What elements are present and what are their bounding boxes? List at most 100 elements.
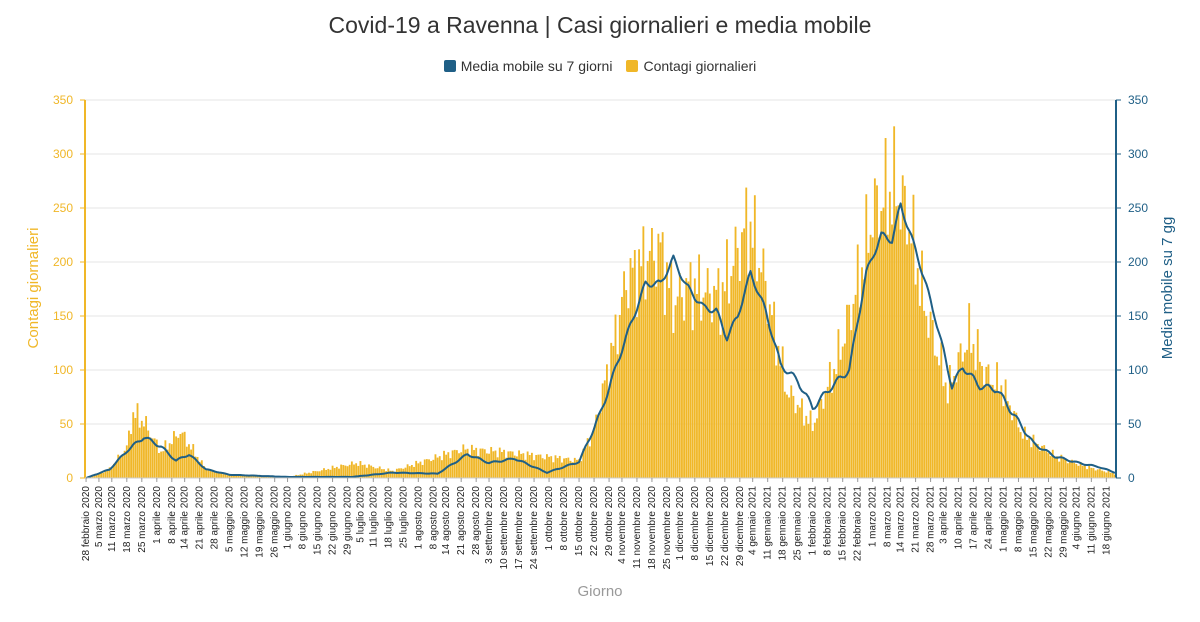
bar-daily-cases[interactable] (631, 267, 634, 478)
bar-daily-cases[interactable] (260, 476, 263, 478)
bar-daily-cases[interactable] (880, 211, 883, 478)
bar-daily-cases[interactable] (908, 231, 911, 478)
bar-daily-cases[interactable] (1107, 470, 1110, 478)
bar-daily-cases[interactable] (308, 472, 310, 478)
bar-daily-cases[interactable] (788, 397, 791, 478)
bar-daily-cases[interactable] (91, 475, 94, 478)
bar-daily-cases[interactable] (610, 342, 613, 478)
bar-daily-cases[interactable] (524, 459, 527, 478)
bar-daily-cases[interactable] (539, 454, 542, 478)
bar-daily-cases[interactable] (106, 470, 109, 478)
bar-daily-cases[interactable] (207, 470, 210, 478)
bar-daily-cases[interactable] (886, 234, 889, 478)
bar-daily-cases[interactable] (912, 194, 915, 479)
bar-daily-cases[interactable] (325, 469, 328, 478)
bar-daily-cases[interactable] (978, 361, 981, 478)
bar-daily-cases[interactable] (310, 473, 313, 478)
bar-daily-cases[interactable] (1058, 461, 1061, 478)
bar-daily-cases[interactable] (1023, 426, 1026, 478)
bar-daily-cases[interactable] (835, 374, 838, 478)
bar-daily-cases[interactable] (895, 206, 898, 478)
bar-daily-cases[interactable] (747, 274, 750, 478)
bar-daily-cases[interactable] (164, 440, 167, 478)
bar-daily-cases[interactable] (254, 476, 257, 478)
bar-daily-cases[interactable] (927, 337, 930, 478)
bar-daily-cases[interactable] (663, 314, 666, 478)
bar-daily-cases[interactable] (235, 475, 238, 478)
bar-daily-cases[interactable] (916, 268, 919, 478)
bar-daily-cases[interactable] (674, 305, 677, 478)
bar-daily-cases[interactable] (417, 463, 420, 478)
bar-daily-cases[interactable] (878, 237, 881, 478)
bar-daily-cases[interactable] (153, 438, 156, 478)
bar-daily-cases[interactable] (884, 138, 887, 478)
bar-daily-cases[interactable] (108, 467, 111, 478)
bar-daily-cases[interactable] (723, 291, 726, 478)
bar-daily-cases[interactable] (897, 205, 900, 478)
bar-daily-cases[interactable] (117, 454, 120, 478)
bar-daily-cases[interactable] (121, 455, 124, 478)
bar-daily-cases[interactable] (704, 292, 707, 478)
bar-daily-cases[interactable] (473, 450, 475, 478)
bar-daily-cases[interactable] (119, 456, 122, 478)
bar-daily-cases[interactable] (606, 364, 608, 478)
bar-daily-cases[interactable] (863, 279, 866, 478)
bar-daily-cases[interactable] (661, 232, 664, 478)
bar-daily-cases[interactable] (591, 433, 593, 478)
bar-daily-cases[interactable] (837, 329, 840, 478)
bar-daily-cases[interactable] (458, 453, 460, 478)
bar-daily-cases[interactable] (1066, 463, 1069, 478)
bar-daily-cases[interactable] (918, 305, 921, 478)
bar-daily-cases[interactable] (228, 474, 231, 478)
bar-daily-cases[interactable] (535, 454, 538, 478)
bar-daily-cases[interactable] (1088, 465, 1091, 478)
bar-daily-cases[interactable] (893, 126, 896, 478)
bar-daily-cases[interactable] (648, 250, 651, 478)
bar-daily-cases[interactable] (614, 314, 617, 478)
bar-daily-cases[interactable] (175, 436, 178, 478)
bar-daily-cases[interactable] (198, 461, 201, 478)
bar-daily-cases[interactable] (584, 447, 587, 478)
bar-daily-cases[interactable] (839, 359, 842, 478)
bar-daily-cases[interactable] (687, 281, 690, 478)
bar-daily-cases[interactable] (391, 470, 394, 478)
bar-daily-cases[interactable] (370, 465, 373, 478)
bar-daily-cases[interactable] (125, 445, 128, 478)
bar-daily-cases[interactable] (466, 448, 469, 478)
bar-daily-cases[interactable] (209, 470, 212, 478)
bar-daily-cases[interactable] (468, 455, 471, 478)
bar-daily-cases[interactable] (183, 431, 186, 478)
bar-daily-cases[interactable] (323, 468, 325, 478)
bar-daily-cases[interactable] (166, 449, 169, 478)
bar-daily-cases[interactable] (533, 460, 535, 478)
bar-daily-cases[interactable] (252, 476, 255, 478)
bar-daily-cases[interactable] (803, 425, 806, 478)
bar-daily-cases[interactable] (629, 258, 632, 478)
bar-daily-cases[interactable] (858, 307, 861, 478)
bar-daily-cases[interactable] (115, 462, 118, 478)
bar-daily-cases[interactable] (612, 345, 615, 478)
bar-daily-cases[interactable] (1109, 472, 1112, 478)
bar-daily-cases[interactable] (419, 461, 422, 478)
bar-daily-cases[interactable] (888, 191, 891, 479)
bar-daily-cases[interactable] (1002, 406, 1005, 478)
bar-daily-cases[interactable] (1004, 379, 1007, 478)
bar-daily-cases[interactable] (496, 457, 499, 478)
bar-daily-cases[interactable] (751, 247, 754, 478)
bar-daily-cases[interactable] (586, 438, 589, 478)
bar-daily-cases[interactable] (794, 413, 797, 478)
bar-daily-cases[interactable] (543, 459, 546, 478)
bar-daily-cases[interactable] (732, 265, 735, 478)
bar-daily-cases[interactable] (906, 244, 908, 478)
bar-daily-cases[interactable] (1047, 453, 1050, 478)
bar-daily-cases[interactable] (1015, 412, 1018, 478)
bar-daily-cases[interactable] (608, 390, 610, 478)
bar-daily-cases[interactable] (143, 426, 145, 478)
bar-daily-cases[interactable] (706, 268, 709, 478)
bar-daily-cases[interactable] (953, 375, 956, 478)
legend-item-daily-cases[interactable]: Contagi giornalieri (626, 58, 756, 74)
bar-daily-cases[interactable] (316, 471, 319, 478)
bar-daily-cases[interactable] (160, 451, 163, 478)
bar-daily-cases[interactable] (666, 262, 668, 478)
bar-daily-cases[interactable] (796, 404, 799, 478)
